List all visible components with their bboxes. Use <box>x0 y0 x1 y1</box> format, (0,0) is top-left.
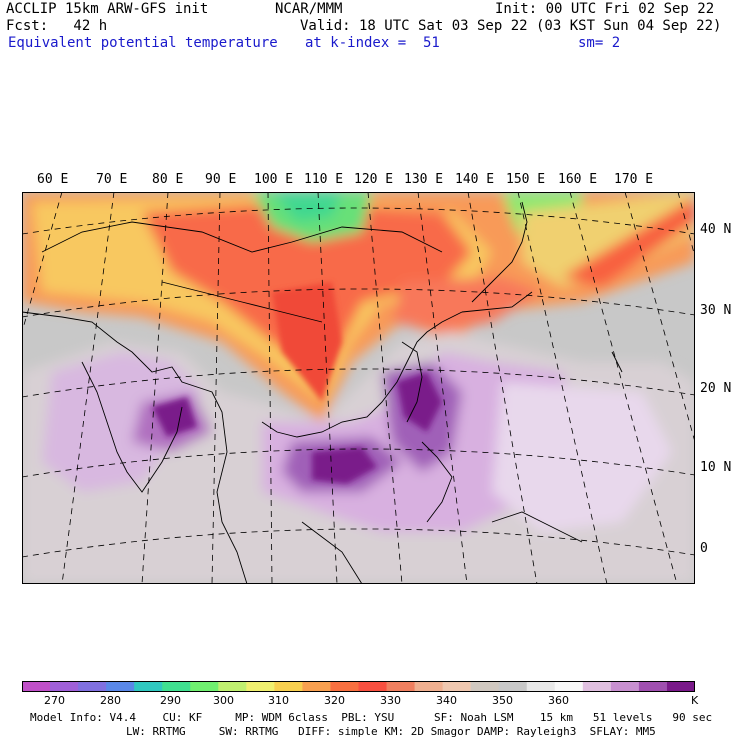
colorbar-label: 340 <box>436 694 457 707</box>
valid-time: Valid: 18 UTC Sat 03 Sep 22 (03 KST Sun … <box>300 18 722 34</box>
colorbar-swatch <box>414 681 444 692</box>
field-name: Equivalent potential temperature <box>8 35 278 51</box>
physics-info-line: LW: RRTMG SW: RRTMG DIFF: simple KM: 2D … <box>126 725 656 738</box>
colorbar <box>22 681 695 692</box>
model-info-line: Model Info: V4.4 CU: KF MP: WDM 6class P… <box>30 711 713 724</box>
lat-label: 40 N <box>700 222 732 237</box>
forecast-hour: Fcst: 42 h <box>6 18 108 34</box>
colorbar-swatch <box>442 681 472 692</box>
colorbar-swatch <box>218 681 247 692</box>
lon-label: 120 E <box>354 172 394 187</box>
lat-label: 0 <box>700 541 708 556</box>
colorbar-swatch <box>246 681 275 692</box>
colorbar-label: 360 <box>548 694 569 707</box>
map-frame <box>22 192 695 584</box>
lon-label: 130 E <box>404 172 444 187</box>
smoothing: sm= 2 <box>578 35 621 51</box>
lon-label: 80 E <box>152 172 184 187</box>
lon-label: 70 E <box>96 172 128 187</box>
lat-label: 10 N <box>700 460 732 475</box>
model-title: ACCLIP 15km ARW-GFS init <box>6 1 209 17</box>
intense-cores <box>152 282 442 484</box>
lon-label: 150 E <box>506 172 546 187</box>
coastlines <box>22 201 623 584</box>
colorbar-swatch <box>190 681 219 692</box>
colorbar-swatch <box>134 681 163 692</box>
lon-label: 140 E <box>455 172 495 187</box>
lon-label: 60 E <box>37 172 69 187</box>
colorbar-swatch <box>554 681 584 692</box>
lon-label: 110 E <box>304 172 344 187</box>
theta-e-map <box>22 192 695 584</box>
colorbar-unit: K <box>691 694 699 707</box>
lon-label: 100 E <box>254 172 294 187</box>
lon-label: 170 E <box>614 172 654 187</box>
colorbar-swatch <box>50 681 79 692</box>
colorbar-frame <box>22 681 695 692</box>
colorbar-label: 280 <box>100 694 121 707</box>
colorbar-swatch <box>666 681 695 692</box>
colorbar-swatch <box>582 681 612 692</box>
lat-label: 30 N <box>700 303 732 318</box>
colorbar-swatch <box>302 681 331 692</box>
colorbar-label: 310 <box>268 694 289 707</box>
colorbar-swatch <box>386 681 416 692</box>
center-title: NCAR/MMM <box>275 1 343 17</box>
colorbar-label: 270 <box>44 694 65 707</box>
init-time: Init: 00 UTC Fri 02 Sep 22 <box>495 1 715 17</box>
colorbar-label: 290 <box>160 694 181 707</box>
colorbar-swatch <box>638 681 668 692</box>
colorbar-swatch <box>162 681 191 692</box>
graticule <box>22 192 695 584</box>
colorbar-swatch <box>610 681 640 692</box>
colorbar-swatch <box>498 681 528 692</box>
colorbar-swatch <box>106 681 135 692</box>
colorbar-label: 350 <box>492 694 513 707</box>
lat-label: 20 N <box>700 381 732 396</box>
colorbar-label: 320 <box>324 694 345 707</box>
colorbar-label: 300 <box>213 694 234 707</box>
colorbar-swatch <box>470 681 500 692</box>
colorbar-swatch <box>274 681 303 692</box>
colorbar-swatch <box>330 681 359 692</box>
colorbar-label: 330 <box>380 694 401 707</box>
colorbar-swatch <box>358 681 388 692</box>
level-index: at k-index = 51 <box>305 35 440 51</box>
lon-label: 160 E <box>558 172 598 187</box>
colorbar-swatch <box>22 681 51 692</box>
colorbar-swatch <box>78 681 107 692</box>
colorbar-swatch <box>526 681 556 692</box>
lon-label: 90 E <box>205 172 237 187</box>
